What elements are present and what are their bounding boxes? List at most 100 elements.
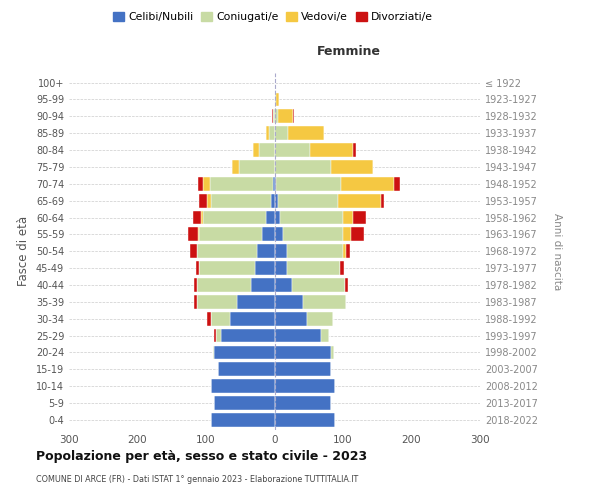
Bar: [275, 210, 280, 224]
Bar: [351, 228, 364, 241]
Bar: [230, 312, 275, 326]
Bar: [343, 210, 353, 224]
Bar: [310, 143, 353, 157]
Bar: [201, 210, 203, 224]
Bar: [269, 126, 275, 140]
Bar: [214, 396, 275, 410]
Bar: [272, 110, 273, 124]
Text: COMUNE DI ARCE (FR) - Dati ISTAT 1° gennaio 2023 - Elaborazione TUTTITALIA.IT: COMUNE DI ARCE (FR) - Dati ISTAT 1° genn…: [36, 475, 358, 484]
Bar: [214, 328, 215, 342]
Bar: [340, 261, 344, 275]
Bar: [275, 160, 331, 174]
Bar: [380, 194, 384, 207]
Bar: [188, 228, 198, 241]
Bar: [253, 143, 259, 157]
Bar: [197, 295, 237, 309]
Bar: [278, 194, 338, 207]
Bar: [275, 177, 276, 190]
Bar: [213, 346, 214, 360]
Bar: [199, 261, 256, 275]
Text: Popolazione per età, sesso e stato civile - 2023: Popolazione per età, sesso e stato civil…: [36, 450, 367, 463]
Bar: [208, 194, 211, 207]
Bar: [275, 362, 331, 376]
Bar: [275, 143, 310, 157]
Bar: [275, 396, 331, 410]
Bar: [199, 194, 208, 207]
Text: Femmine: Femmine: [316, 45, 380, 58]
Bar: [199, 228, 262, 241]
Bar: [343, 244, 346, 258]
Bar: [278, 110, 293, 124]
Bar: [211, 413, 275, 427]
Bar: [331, 346, 334, 360]
Y-axis label: Anni di nascita: Anni di nascita: [552, 212, 562, 290]
Bar: [211, 379, 275, 393]
Bar: [345, 278, 349, 292]
Bar: [275, 346, 331, 360]
Bar: [273, 177, 275, 190]
Bar: [338, 194, 380, 207]
Bar: [239, 160, 275, 174]
Bar: [275, 261, 287, 275]
Bar: [193, 210, 201, 224]
Bar: [276, 177, 341, 190]
Bar: [288, 126, 324, 140]
Bar: [194, 278, 197, 292]
Bar: [214, 346, 275, 360]
Bar: [208, 312, 211, 326]
Bar: [293, 110, 295, 124]
Bar: [275, 278, 292, 292]
Bar: [275, 312, 307, 326]
Bar: [275, 328, 321, 342]
Bar: [215, 328, 221, 342]
Bar: [259, 143, 275, 157]
Bar: [190, 244, 197, 258]
Bar: [198, 177, 203, 190]
Bar: [275, 126, 288, 140]
Bar: [353, 143, 356, 157]
Bar: [343, 228, 351, 241]
Bar: [197, 278, 251, 292]
Bar: [276, 92, 279, 106]
Bar: [211, 194, 271, 207]
Bar: [232, 160, 239, 174]
Bar: [307, 312, 334, 326]
Bar: [275, 295, 303, 309]
Bar: [292, 278, 345, 292]
Bar: [394, 177, 400, 190]
Bar: [266, 126, 269, 140]
Bar: [275, 110, 278, 124]
Bar: [283, 228, 343, 241]
Y-axis label: Fasce di età: Fasce di età: [17, 216, 30, 286]
Bar: [341, 177, 394, 190]
Bar: [237, 295, 275, 309]
Bar: [262, 228, 275, 241]
Bar: [275, 194, 278, 207]
Bar: [266, 210, 275, 224]
Bar: [196, 261, 199, 275]
Bar: [321, 328, 329, 342]
Bar: [271, 194, 275, 207]
Bar: [198, 228, 199, 241]
Bar: [346, 244, 350, 258]
Bar: [287, 244, 343, 258]
Bar: [275, 92, 276, 106]
Bar: [194, 295, 197, 309]
Bar: [287, 261, 340, 275]
Legend: Celibi/Nubili, Coniugati/e, Vedovi/e, Divorziati/e: Celibi/Nubili, Coniugati/e, Vedovi/e, Di…: [109, 8, 437, 27]
Bar: [197, 244, 257, 258]
Bar: [275, 379, 335, 393]
Bar: [211, 312, 230, 326]
Bar: [280, 210, 343, 224]
Bar: [353, 210, 365, 224]
Bar: [251, 278, 275, 292]
Bar: [273, 110, 275, 124]
Bar: [303, 295, 346, 309]
Bar: [275, 413, 335, 427]
Bar: [331, 160, 373, 174]
Bar: [203, 210, 266, 224]
Bar: [210, 177, 273, 190]
Bar: [256, 261, 275, 275]
Bar: [257, 244, 275, 258]
Bar: [221, 328, 275, 342]
